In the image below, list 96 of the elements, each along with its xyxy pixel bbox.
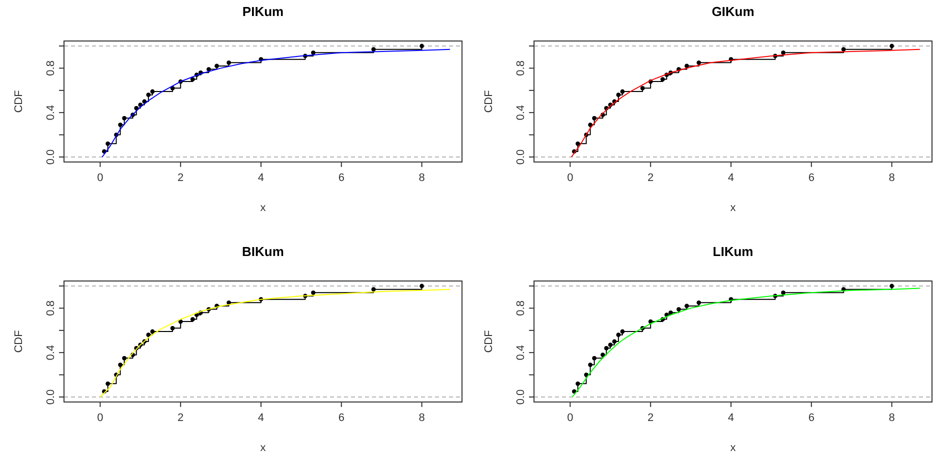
point [841,47,846,52]
point [684,64,689,68]
point [696,60,702,65]
point [781,290,786,295]
point [684,304,689,308]
point [576,141,580,146]
x-axis-title: x [260,202,266,214]
x-tick-label: 8 [418,412,425,424]
point [592,356,597,360]
x-tick-label: 6 [338,412,344,424]
x-tick-label: 8 [418,172,425,184]
x-tick-label: 0 [97,172,104,184]
point [612,339,617,344]
point [122,356,127,360]
y-tick-label: 0.8 [515,60,527,76]
point [600,352,605,358]
point [150,89,155,94]
x-tick-label: 0 [97,412,104,424]
x-tick-label: 2 [648,172,654,184]
point [696,300,702,305]
y-tick-label: 0.4 [515,104,527,120]
x-tick-label: 2 [178,412,184,424]
point [640,86,645,90]
point [134,106,139,110]
x-axis-title: x [730,202,736,214]
y-axis-title: CDF [483,90,495,113]
point [311,50,316,55]
x-tick-label: 6 [808,412,814,424]
y-tick-label: 0.4 [45,344,57,360]
point [190,77,195,82]
point [420,284,424,288]
point [588,122,592,128]
point [676,307,681,312]
y-axis-title: CDF [13,90,25,113]
point [118,362,122,368]
chart-title: LIKum [712,244,754,259]
point [371,47,376,52]
x-tick-label: 4 [728,172,734,184]
y-tick-label: 0.4 [45,104,57,120]
point [371,287,376,292]
point [146,92,151,98]
point [576,381,580,386]
point [584,372,588,378]
y-tick-label: 0.8 [515,300,527,316]
point [781,50,786,55]
point [146,332,151,338]
x-tick-label: 0 [567,172,574,184]
y-tick-label: 0.0 [45,389,57,405]
y-axis-title: CDF [483,330,495,353]
y-axis-title: CDF [13,330,25,353]
point [616,332,621,338]
chart-title: BIKum [242,244,284,259]
point [668,310,673,315]
line-series [100,288,450,398]
x-tick-label: 2 [178,172,184,184]
point [122,116,127,120]
point [190,317,195,322]
x-tick-label: 0 [567,412,574,424]
chart-title: PIKum [242,4,284,19]
x-axis-title: x [260,442,266,454]
point [660,77,665,82]
x-tick-label: 6 [338,172,344,184]
point [608,342,613,348]
y-tick-label: 0.0 [515,149,527,165]
x-tick-label: 4 [258,172,264,184]
point [170,326,175,330]
y-tick-label: 0.8 [45,300,57,316]
y-tick-label: 0.4 [515,344,527,360]
point [588,362,592,368]
x-axis-title: x [730,442,736,454]
point [890,284,894,288]
point [106,141,110,146]
point [620,329,625,334]
x-tick-label: 8 [888,412,895,424]
point [226,60,232,65]
point [206,67,211,72]
point [890,44,894,48]
point [106,381,110,386]
point [620,89,625,94]
point [150,329,155,334]
point [420,44,424,48]
y-tick-label: 0.0 [45,149,57,165]
x-tick-label: 2 [648,412,654,424]
x-tick-label: 4 [258,412,264,424]
point [118,122,122,128]
x-tick-label: 8 [888,172,895,184]
point [311,290,316,295]
y-tick-label: 0.8 [45,60,57,76]
point [604,346,609,350]
x-tick-label: 6 [808,172,814,184]
point [616,92,621,98]
x-tick-label: 4 [728,412,734,424]
y-tick-label: 0.0 [515,389,527,405]
point [214,64,219,68]
chart-title: GIKum [712,4,754,19]
point [592,116,597,120]
